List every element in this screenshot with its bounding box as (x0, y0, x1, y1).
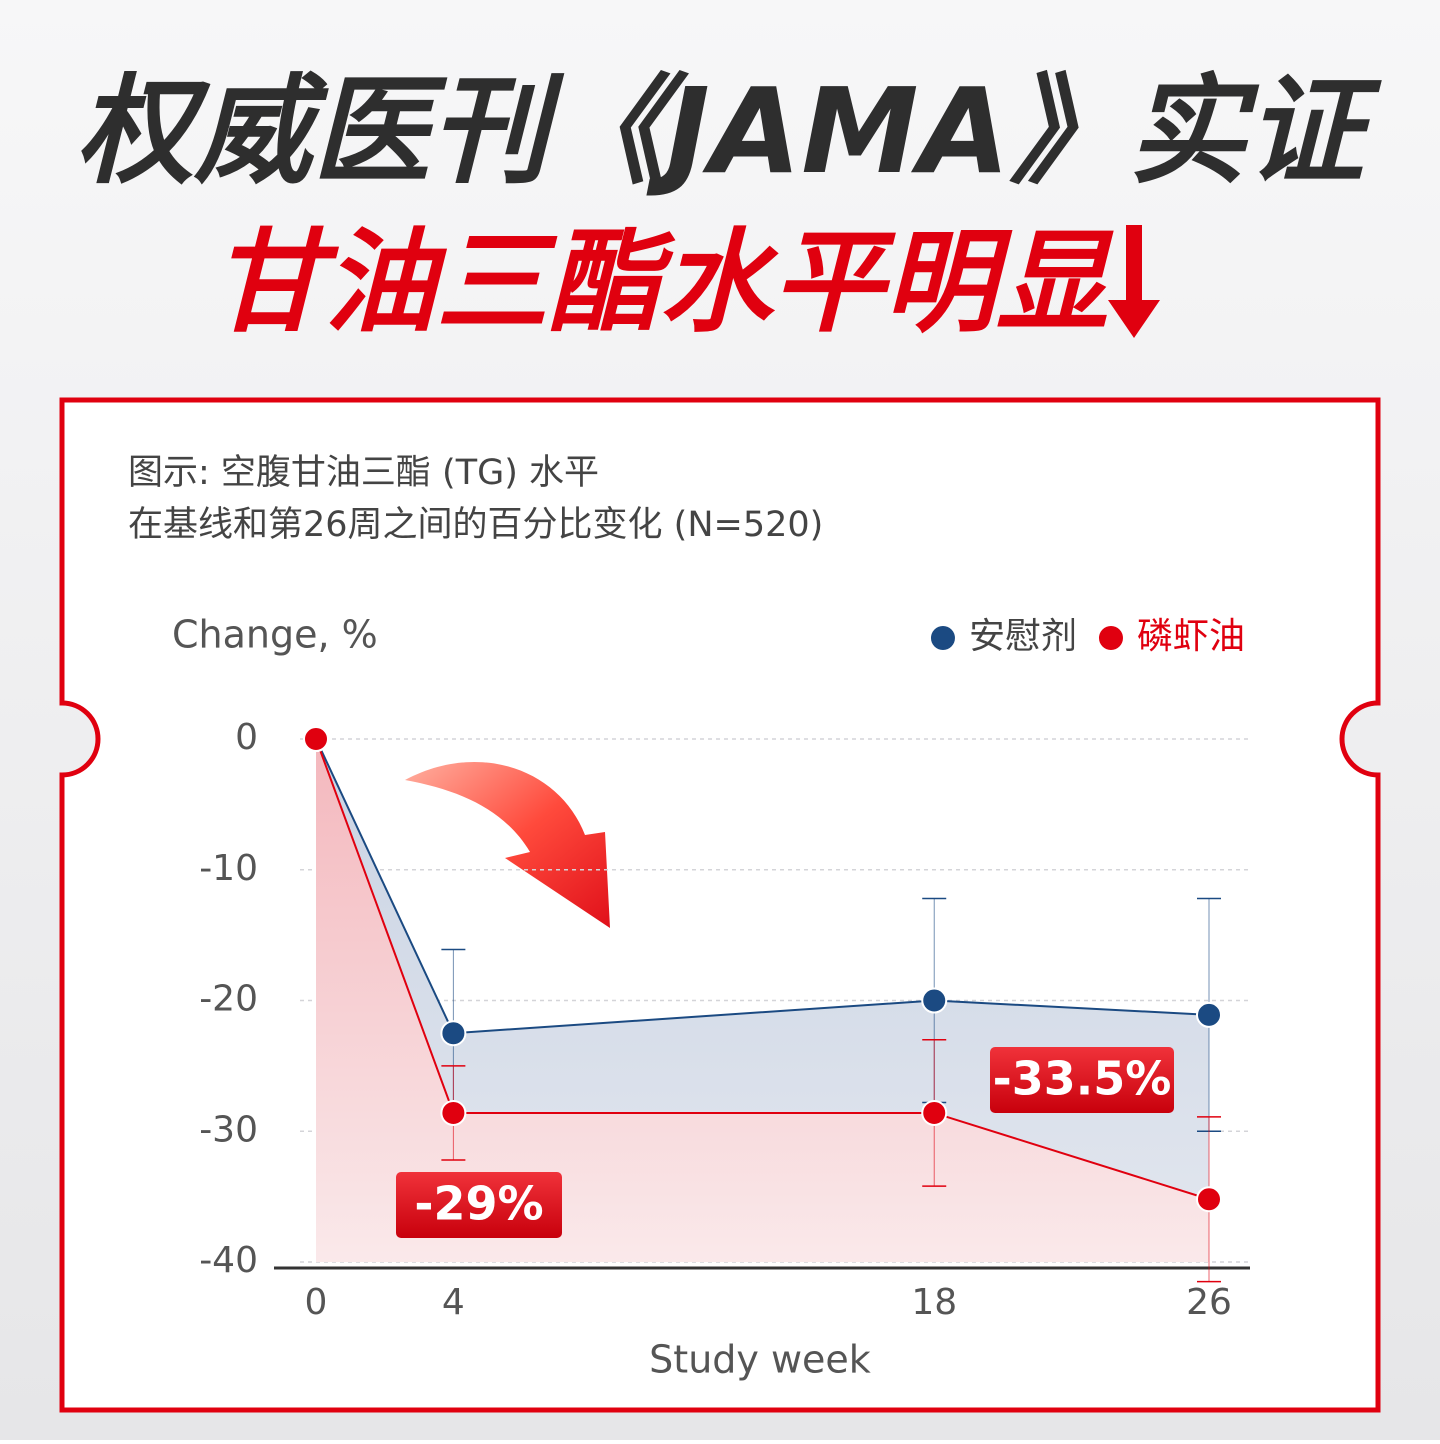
legend: 磷虾油 安慰剂 (930, 616, 1245, 657)
point (921, 1099, 948, 1126)
annotation-box (396, 1172, 562, 1238)
point (303, 726, 329, 752)
x-tick-label: 18 (911, 1282, 957, 1323)
headline: 权威医刊《JAMA》实证 (76, 62, 1382, 200)
x-tick-label: 26 (1186, 1282, 1232, 1323)
point (440, 1099, 467, 1126)
annotation-box (990, 1047, 1174, 1113)
legend-swatch (1098, 626, 1123, 650)
annotation: -29% (396, 1172, 562, 1238)
annotation-text: -29% (414, 1177, 543, 1231)
annotation: -33.5% (990, 1047, 1174, 1113)
plot: 0 -10 -20 -30 -40 0 4 18 26 磷虾油 安慰剂 -29% -33.5% (199, 616, 1250, 1323)
subheadline: 甘油三酯水平明显 (212, 218, 1114, 348)
y-tick-label: -40 (199, 1240, 258, 1281)
x-tick-label: 4 (442, 1282, 465, 1323)
chart-subtitle: 在基线和第26周之间的百分比变化 (N=520) (128, 505, 823, 545)
down-arrow (1108, 225, 1160, 338)
area (316, 739, 1209, 1262)
x-tick-label: 0 (305, 1282, 328, 1323)
annotation-text: -33.5% (993, 1052, 1172, 1106)
chart-title: 图示: 空腹甘油三酯 (TG) 水平 (128, 453, 599, 493)
legend-swatch (930, 626, 955, 650)
point (1196, 1186, 1222, 1213)
legend-label: 磷虾油 (1137, 616, 1245, 657)
y-tick-label: -20 (199, 979, 258, 1020)
y-axis-label: Change, % (172, 613, 378, 657)
series-line (315, 738, 1210, 1035)
y-tick-label: 0 (235, 717, 258, 758)
decorative-arrow (405, 761, 610, 928)
point (1196, 1001, 1222, 1028)
legend-label: 安慰剂 (969, 616, 1077, 657)
point (440, 1020, 467, 1047)
point (921, 987, 948, 1014)
y-tick-label: -30 (199, 1109, 258, 1150)
x-axis-label: Study week (649, 1338, 871, 1382)
y-tick-label: -10 (199, 848, 258, 889)
series-line (315, 738, 1210, 1201)
